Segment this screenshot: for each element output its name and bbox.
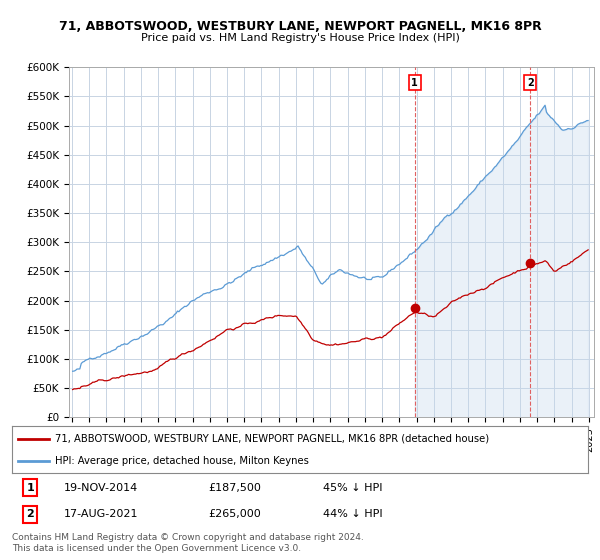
- Text: Price paid vs. HM Land Registry's House Price Index (HPI): Price paid vs. HM Land Registry's House …: [140, 32, 460, 43]
- Text: 1: 1: [26, 483, 34, 493]
- Text: 2: 2: [26, 509, 34, 519]
- Text: £187,500: £187,500: [208, 483, 261, 493]
- Text: 45% ↓ HPI: 45% ↓ HPI: [323, 483, 383, 493]
- Text: HPI: Average price, detached house, Milton Keynes: HPI: Average price, detached house, Milt…: [55, 456, 309, 466]
- Text: 71, ABBOTSWOOD, WESTBURY LANE, NEWPORT PAGNELL, MK16 8PR (detached house): 71, ABBOTSWOOD, WESTBURY LANE, NEWPORT P…: [55, 434, 490, 444]
- Text: Contains HM Land Registry data © Crown copyright and database right 2024.
This d: Contains HM Land Registry data © Crown c…: [12, 533, 364, 553]
- Text: 19-NOV-2014: 19-NOV-2014: [64, 483, 138, 493]
- Text: 71, ABBOTSWOOD, WESTBURY LANE, NEWPORT PAGNELL, MK16 8PR: 71, ABBOTSWOOD, WESTBURY LANE, NEWPORT P…: [59, 20, 541, 34]
- Text: £265,000: £265,000: [208, 509, 260, 519]
- Text: 2: 2: [527, 78, 533, 88]
- Text: 1: 1: [412, 78, 418, 88]
- Text: 17-AUG-2021: 17-AUG-2021: [64, 509, 139, 519]
- Text: 44% ↓ HPI: 44% ↓ HPI: [323, 509, 383, 519]
